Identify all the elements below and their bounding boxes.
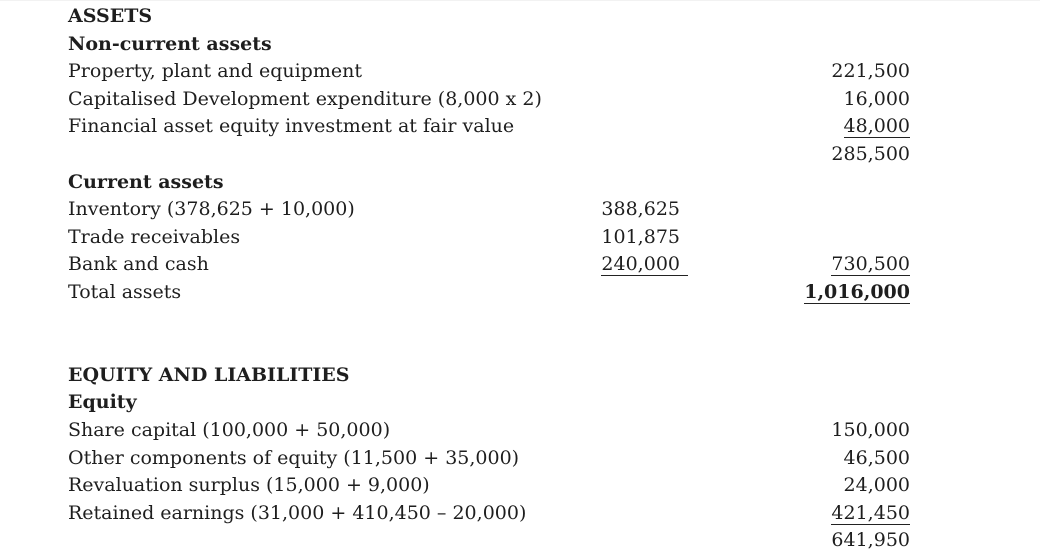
row-col2-cell: 730,500 bbox=[680, 251, 910, 279]
table-row: EQUITY AND LIABILITIES bbox=[68, 362, 910, 390]
amount-value: 221,500 bbox=[831, 60, 910, 83]
row-col2-cell: 641,950 bbox=[680, 527, 910, 555]
row-col2-cell: 150,000 bbox=[680, 417, 910, 445]
table-row: ASSETS bbox=[68, 3, 910, 31]
row-col1-cell: 388,625 bbox=[565, 196, 680, 224]
row-label: Bank and cash bbox=[68, 253, 209, 276]
row-col2-cell: 24,000 bbox=[680, 472, 910, 500]
table-row bbox=[68, 307, 910, 335]
table-row: Bank and cash 240,000 730,500 bbox=[68, 251, 910, 279]
row-col2-cell: 221,500 bbox=[680, 58, 910, 86]
row-col2-cell: 421,450 bbox=[680, 500, 910, 528]
row-label: EQUITY AND LIABILITIES bbox=[68, 363, 350, 386]
row-label: Current assets bbox=[68, 170, 224, 193]
row-label: Financial asset equity investment at fai… bbox=[68, 115, 515, 138]
table-row: 641,950 bbox=[68, 527, 910, 555]
row-col2-cell: 285,500 bbox=[680, 141, 910, 169]
amount-value: 48,000 bbox=[843, 115, 910, 139]
row-col2-cell: 16,000 bbox=[680, 86, 910, 114]
row-col2-cell: 1,016,000 bbox=[680, 279, 910, 307]
amount-value: 285,500 bbox=[831, 142, 910, 165]
row-col2-cell: 46,500 bbox=[680, 445, 910, 473]
amount-value: 421,450 bbox=[831, 501, 910, 525]
row-label: Capitalised Development expenditure (8,0… bbox=[68, 87, 542, 110]
row-label: Share capital (100,000 + 50,000) bbox=[68, 418, 391, 441]
table-row: 285,500 bbox=[68, 141, 910, 169]
table-row: Non-current assets bbox=[68, 31, 910, 59]
row-col1-cell: 101,875 bbox=[565, 224, 680, 252]
amount-value: 240,000 bbox=[601, 253, 688, 277]
row-label: Trade receivables bbox=[68, 225, 241, 248]
row-label: Non-current assets bbox=[68, 32, 272, 55]
amount-value: 16,000 bbox=[843, 87, 910, 110]
table-row: Trade receivables 101,875 bbox=[68, 224, 910, 252]
amount-value: 730,500 bbox=[831, 253, 910, 277]
amount-value: 24,000 bbox=[843, 474, 910, 497]
table-row: Share capital (100,000 + 50,000) 150,000 bbox=[68, 417, 910, 445]
table-row: Equity bbox=[68, 389, 910, 417]
table-row: Retained earnings (31,000 + 410,450 – 20… bbox=[68, 500, 910, 528]
table-row: Financial asset equity investment at fai… bbox=[68, 113, 910, 141]
amount-value: 1,016,000 bbox=[804, 280, 910, 304]
row-label: Revaluation surplus (15,000 + 9,000) bbox=[68, 474, 430, 497]
amount-value: 101,875 bbox=[601, 225, 680, 248]
amount-value: 388,625 bbox=[601, 198, 680, 221]
table-row: Current assets bbox=[68, 169, 910, 197]
row-label: Retained earnings (31,000 + 410,450 – 20… bbox=[68, 501, 527, 524]
row-label: Other components of equity (11,500 + 35,… bbox=[68, 446, 520, 469]
table-row: Total assets 1,016,000 bbox=[68, 279, 910, 307]
amount-value: 150,000 bbox=[831, 418, 910, 441]
row-label: Equity bbox=[68, 391, 137, 414]
table-row: Revaluation surplus (15,000 + 9,000) 24,… bbox=[68, 472, 910, 500]
table-row bbox=[68, 334, 910, 362]
row-label: Inventory (378,625 + 10,000) bbox=[68, 198, 355, 221]
table-row: Inventory (378,625 + 10,000) 388,625 bbox=[68, 196, 910, 224]
table-row: Property, plant and equipment 221,500 bbox=[68, 58, 910, 86]
row-label: Property, plant and equipment bbox=[68, 60, 362, 83]
table-row: Other components of equity (11,500 + 35,… bbox=[68, 445, 910, 473]
row-col2-cell: 48,000 bbox=[680, 113, 910, 141]
row-label: Total assets bbox=[68, 280, 182, 303]
row-col1-cell: 240,000 bbox=[565, 251, 688, 279]
table-row: Capitalised Development expenditure (8,0… bbox=[68, 86, 910, 114]
row-label: ASSETS bbox=[68, 5, 153, 27]
amount-value: 46,500 bbox=[843, 446, 910, 469]
amount-value: 641,950 bbox=[831, 529, 910, 552]
